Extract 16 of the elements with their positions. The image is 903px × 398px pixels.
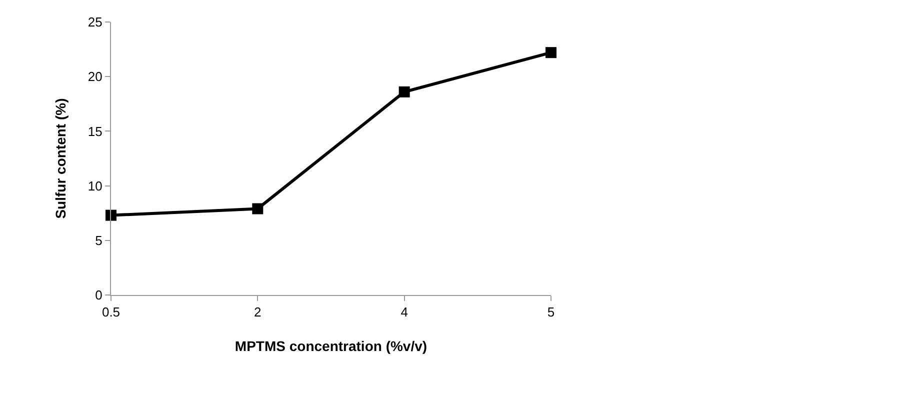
x-tick-label: 2 — [254, 304, 262, 320]
y-tick-label: 25 — [88, 14, 102, 30]
point — [546, 47, 556, 58]
y-tick-label: 15 — [88, 124, 102, 139]
x-tick-label: 4 — [400, 304, 408, 320]
point — [252, 203, 264, 214]
point — [398, 86, 410, 98]
y-tick-label: 10 — [88, 178, 102, 194]
y-axis-title: Sulfur content (%) — [52, 98, 69, 219]
x-tick-label: 5 — [547, 304, 555, 320]
y-tick-label: 5 — [95, 232, 102, 248]
y-tick-label: 0 — [95, 288, 102, 303]
point — [106, 210, 116, 221]
x-axis-title: MPTMS concentration (%v/v) — [234, 338, 428, 354]
x-tick-label: 0.5 — [102, 304, 120, 320]
y-tick-label: 20 — [88, 69, 102, 84]
